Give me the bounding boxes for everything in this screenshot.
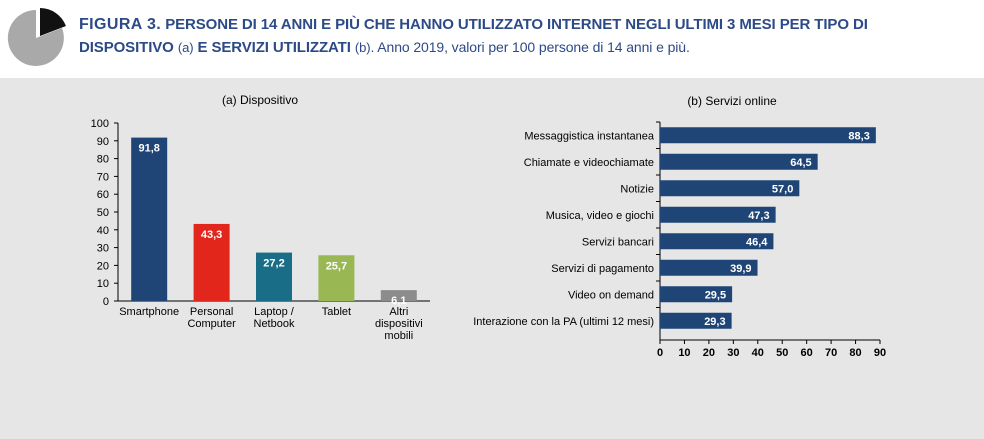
device-y-tick-label: 20 xyxy=(97,260,109,272)
device-y-tick-label: 0 xyxy=(103,296,109,308)
title-note-a: (a) xyxy=(177,40,194,55)
services-x-tick-label: 0 xyxy=(657,347,663,359)
services-chart: (b) Servizi online 0 10 20 30 40 50 60 70 80 90 88,… xyxy=(473,94,886,359)
device-y-tick-label: 30 xyxy=(97,243,109,255)
device-category-label: Tablet xyxy=(322,306,351,318)
title-year: . Anno 2019, valori per 100 persone di 1… xyxy=(370,39,690,55)
device-y-tick-label: 50 xyxy=(97,207,109,219)
device-category-label: Smartphone xyxy=(119,306,179,318)
services-category-label: Messaggistica instantanea xyxy=(524,130,655,142)
services-bar xyxy=(660,180,800,197)
services-category-label: Servizi bancari xyxy=(582,236,654,248)
services-value-label: 57,0 xyxy=(772,183,793,195)
services-category-label: Musica, video e giochi xyxy=(546,210,654,222)
device-value-label: 27,2 xyxy=(263,258,284,270)
services-x-tick-label: 30 xyxy=(727,347,739,359)
services-value-label: 46,4 xyxy=(746,236,768,248)
device-category-label: mobili xyxy=(384,330,413,342)
device-category-label: dispositivi xyxy=(375,318,423,330)
services-chart-title: (b) Servizi online xyxy=(687,94,777,108)
services-value-label: 29,3 xyxy=(704,316,725,328)
device-category-label: Laptop / xyxy=(254,306,295,318)
services-x-tick-label: 20 xyxy=(703,347,715,359)
device-category-label: Altri xyxy=(389,306,408,318)
services-bar xyxy=(660,259,758,276)
device-value-label: 91,8 xyxy=(138,143,159,155)
device-bar xyxy=(256,252,292,301)
services-x-tick-label: 40 xyxy=(752,347,764,359)
services-x-tick-label: 60 xyxy=(801,347,813,359)
device-y-tick-label: 60 xyxy=(97,189,109,201)
title-text-1: PERSONE DI 14 ANNI E PIÙ CHE HANNO UTILI… xyxy=(165,16,868,33)
device-chart: (a) Dispositivo 0 10 20 30 40 50 60 70 80 90 100 91,… xyxy=(91,93,430,342)
services-category-label: Notizie xyxy=(620,183,654,195)
device-y-tick-label: 10 xyxy=(97,278,109,290)
services-value-label: 29,5 xyxy=(705,289,726,301)
device-value-label: 25,7 xyxy=(326,260,347,272)
services-category-label: Chiamate e videochiamate xyxy=(524,157,654,169)
device-category-label: Personal xyxy=(190,306,233,318)
device-category-label: Netbook xyxy=(254,318,295,330)
device-category-label: Computer xyxy=(187,318,236,330)
device-bar xyxy=(193,223,230,301)
title-line-1: FIGURA 3. PERSONE DI 14 ANNI E PIÙ CHE H… xyxy=(79,14,979,36)
services-value-label: 64,5 xyxy=(790,157,811,169)
pie-chart-icon xyxy=(7,8,66,66)
figure-label: FIGURA 3. xyxy=(79,16,162,33)
services-value-label: 88,3 xyxy=(848,130,869,142)
device-y-tick-label: 90 xyxy=(97,136,109,148)
services-x-tick-label: 50 xyxy=(776,347,788,359)
services-x-tick-label: 70 xyxy=(825,347,837,359)
title-line-2: DISPOSITIVO (a) E SERVIZI UTILIZZATI (b)… xyxy=(79,36,979,59)
device-chart-title: (a) Dispositivo xyxy=(222,93,298,107)
device-y-tick-label: 80 xyxy=(97,154,109,166)
services-category-label: Video on demand xyxy=(568,289,654,301)
services-x-tick-label: 90 xyxy=(874,347,886,359)
services-bar xyxy=(660,206,776,223)
device-value-label: 6,1 xyxy=(391,295,406,307)
title-device: DISPOSITIVO xyxy=(79,39,174,56)
device-y-tick-label: 70 xyxy=(97,171,109,183)
services-bar xyxy=(660,233,774,250)
charts-svg: (a) Dispositivo010203040506070809010091,… xyxy=(91,93,886,359)
services-bar xyxy=(660,312,732,329)
device-bar xyxy=(380,290,417,301)
device-bar xyxy=(318,255,355,301)
device-y-tick-label: 40 xyxy=(97,225,109,237)
services-x-tick-label: 10 xyxy=(678,347,690,359)
services-category-label: Interazione con la PA (ultimi 12 mesi) xyxy=(473,316,654,328)
figure-header: FIGURA 3. PERSONE DI 14 ANNI E PIÙ CHE H… xyxy=(0,0,984,78)
title-note-b: (b) xyxy=(354,40,371,55)
figure-title: FIGURA 3. PERSONE DI 14 ANNI E PIÙ CHE H… xyxy=(79,14,979,59)
services-bar xyxy=(660,153,818,170)
services-category-label: Servizi di pagamento xyxy=(551,263,654,275)
device-bar xyxy=(131,137,168,301)
device-y-tick-label: 100 xyxy=(91,118,109,130)
chart-panel: (a) Dispositivo 0 10 20 30 40 50 60 70 80 90 100 91,… xyxy=(0,78,984,439)
device-value-label: 43,3 xyxy=(201,229,222,241)
title-services: E SERVIZI UTILIZZATI xyxy=(197,39,351,56)
services-value-label: 47,3 xyxy=(748,210,769,222)
services-value-label: 39,9 xyxy=(730,263,751,275)
services-x-tick-label: 80 xyxy=(849,347,861,359)
services-bar xyxy=(660,127,876,144)
services-bar xyxy=(660,286,733,303)
